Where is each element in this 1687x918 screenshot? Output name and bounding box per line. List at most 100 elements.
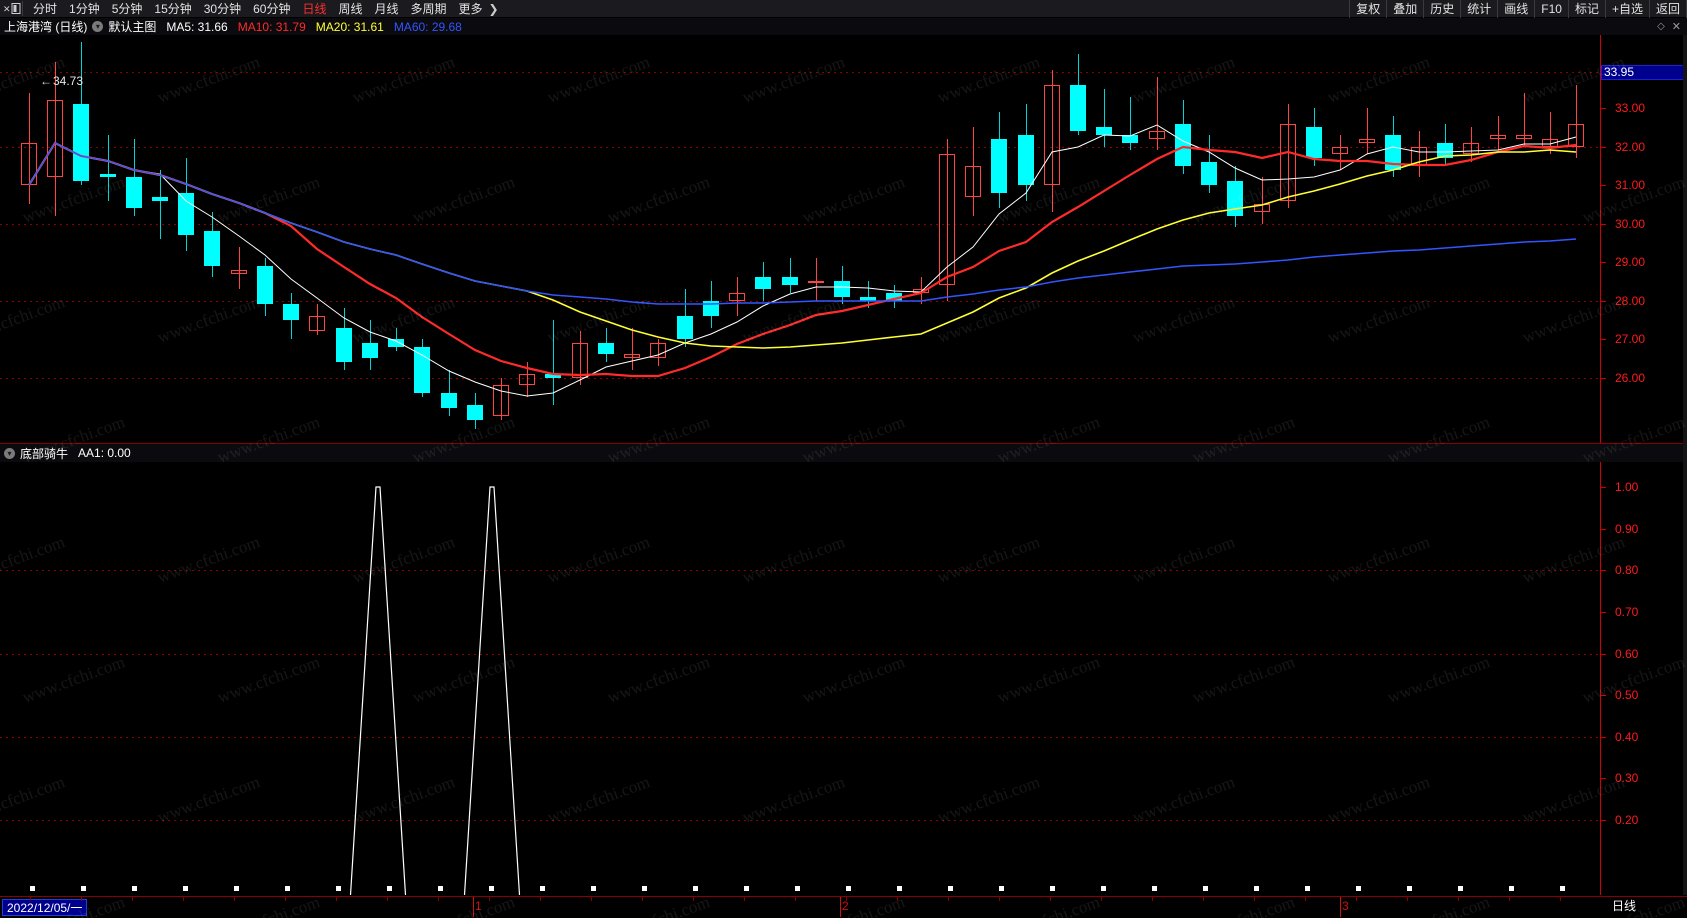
candle-body bbox=[545, 374, 561, 378]
candle-body bbox=[1149, 131, 1165, 139]
candle-wick bbox=[55, 62, 56, 216]
axis-dot-marker bbox=[183, 886, 188, 891]
candle-wick bbox=[239, 247, 240, 289]
date-minor-tick bbox=[336, 897, 337, 901]
candle-wick bbox=[658, 339, 659, 366]
axis-dot-marker bbox=[1101, 886, 1106, 891]
candle-wick bbox=[973, 127, 974, 216]
candle-body bbox=[572, 343, 588, 378]
chevron-right-icon[interactable]: ❯ bbox=[488, 1, 499, 16]
candle-wick bbox=[1471, 127, 1472, 162]
price-tick bbox=[1601, 378, 1606, 379]
candle-body bbox=[309, 316, 325, 331]
action-diejia[interactable]: 叠加 bbox=[1386, 0, 1423, 18]
price-chart-pane[interactable]: ←34.73←24.66预涨 33.95 33.00 32.00 31.00 30.00… bbox=[0, 35, 1687, 443]
candle-body bbox=[1306, 127, 1322, 158]
main-chart-label[interactable]: 默认主图 bbox=[108, 20, 157, 34]
close-icon[interactable]: ✕ bbox=[1671, 21, 1681, 33]
axis-dot-marker bbox=[81, 886, 86, 891]
period-60min[interactable]: 60分钟 bbox=[253, 1, 291, 16]
action-f10[interactable]: F10 bbox=[1534, 0, 1568, 18]
period-daily[interactable]: 日线 bbox=[302, 1, 327, 16]
period-5min[interactable]: 5分钟 bbox=[111, 1, 143, 16]
candle-wick bbox=[1130, 97, 1131, 150]
period-15min[interactable]: 15分钟 bbox=[154, 1, 192, 16]
indicator-plot-area[interactable] bbox=[0, 462, 1600, 895]
indicator-info-bar: ▾ 底部骑牛 AA1: 0.00 bbox=[0, 444, 1687, 462]
action-statistics[interactable]: 统计 bbox=[1460, 0, 1497, 18]
axis-dot-marker bbox=[30, 886, 35, 891]
indicator-chart-pane[interactable]: 1.00 0.90 0.80 0.70 0.60 0.50 0.40 0.30 0.20 bbox=[0, 462, 1687, 895]
candle-body bbox=[1385, 135, 1401, 170]
price-tick-label: 30.00 bbox=[1615, 217, 1646, 231]
period-multi[interactable]: 多周期 bbox=[410, 1, 447, 16]
indicator-tick bbox=[1601, 570, 1606, 571]
current-date-label: 2022/12/05/一 bbox=[2, 899, 88, 916]
candle-body bbox=[47, 100, 63, 177]
action-drawline[interactable]: 画线 bbox=[1497, 0, 1534, 18]
date-minor-tick bbox=[285, 897, 286, 901]
axis-dot-marker bbox=[1509, 886, 1514, 891]
axis-dot-marker bbox=[795, 886, 800, 891]
period-monthly[interactable]: 月线 bbox=[374, 1, 399, 16]
axis-dot-marker bbox=[1203, 886, 1208, 891]
candle-wick bbox=[553, 320, 554, 405]
price-tick-label: 27.00 bbox=[1615, 332, 1646, 346]
date-minor-tick bbox=[795, 897, 796, 901]
candle-body bbox=[1332, 147, 1348, 154]
candle-wick bbox=[501, 378, 502, 420]
price-axis: 33.95 33.00 32.00 31.00 30.00 29.00 28.00 27.00… bbox=[1600, 35, 1687, 443]
axis-dot-marker bbox=[948, 886, 953, 891]
price-tick bbox=[1601, 339, 1606, 340]
indicator-tick-label: 0.20 bbox=[1615, 813, 1639, 827]
date-minor-tick bbox=[1356, 897, 1357, 901]
candle-body bbox=[73, 104, 89, 181]
period-more[interactable]: 更多 bbox=[458, 1, 483, 16]
candle-body bbox=[1437, 143, 1453, 158]
action-history[interactable]: 历史 bbox=[1423, 0, 1460, 18]
date-minor-tick bbox=[999, 897, 1000, 901]
period-30min[interactable]: 30分钟 bbox=[203, 1, 242, 16]
vertical-scrollbar[interactable] bbox=[1683, 35, 1687, 895]
candle-body bbox=[755, 277, 771, 289]
axis-dot-marker bbox=[693, 886, 698, 891]
indicator-name-label[interactable]: 底部骑牛 bbox=[20, 446, 69, 461]
action-add-watchlist[interactable]: +自选 bbox=[1604, 0, 1649, 18]
date-minor-tick bbox=[1152, 897, 1153, 901]
candle-body bbox=[834, 281, 850, 297]
high-price-label: ←34.73 bbox=[40, 74, 84, 88]
date-minor-tick bbox=[387, 897, 388, 901]
chevron-down-icon[interactable]: ▾ bbox=[4, 447, 15, 459]
candle-body bbox=[519, 374, 535, 385]
diamond-icon[interactable]: ◇ bbox=[1657, 21, 1665, 32]
action-mark[interactable]: 标记 bbox=[1567, 0, 1605, 18]
indicator-gridline bbox=[0, 654, 1600, 655]
action-back[interactable]: 返回 bbox=[1648, 0, 1687, 18]
period-fenshi[interactable]: 分时 bbox=[33, 1, 58, 16]
axis-dot-marker bbox=[642, 886, 647, 891]
chevron-down-icon[interactable]: ▾ bbox=[92, 21, 104, 32]
indicator-line bbox=[349, 486, 521, 895]
date-axis-bar[interactable]: 2022/12/05/一 1 2 3 日线 bbox=[0, 896, 1687, 918]
price-plot-area[interactable]: ←34.73←24.66预涨 bbox=[0, 35, 1600, 443]
ma5-value: MA5: 31.66 bbox=[166, 19, 228, 34]
app-logo-icon[interactable]: ✕ bbox=[1, 1, 23, 16]
candle-body bbox=[493, 385, 509, 416]
candle-wick bbox=[737, 277, 738, 316]
candle-body bbox=[336, 328, 352, 362]
stock-name-label: 上海港湾 (日线) bbox=[4, 20, 88, 34]
action-fuquan[interactable]: 复权 bbox=[1349, 0, 1386, 18]
candle-wick bbox=[790, 258, 791, 293]
price-tick bbox=[1601, 301, 1606, 302]
axis-dot-marker bbox=[744, 886, 749, 891]
period-weekly[interactable]: 周线 bbox=[338, 1, 363, 16]
axis-dot-marker bbox=[846, 886, 851, 891]
price-tick-label: 31.00 bbox=[1615, 178, 1646, 192]
period-1min[interactable]: 1分钟 bbox=[69, 1, 100, 16]
candle-wick bbox=[527, 362, 528, 397]
candle-body bbox=[1175, 124, 1191, 166]
date-minor-tick bbox=[234, 897, 235, 901]
candle-wick bbox=[947, 139, 948, 301]
indicator-tick-label: 0.40 bbox=[1615, 730, 1639, 744]
axis-dot-marker bbox=[1356, 886, 1361, 891]
